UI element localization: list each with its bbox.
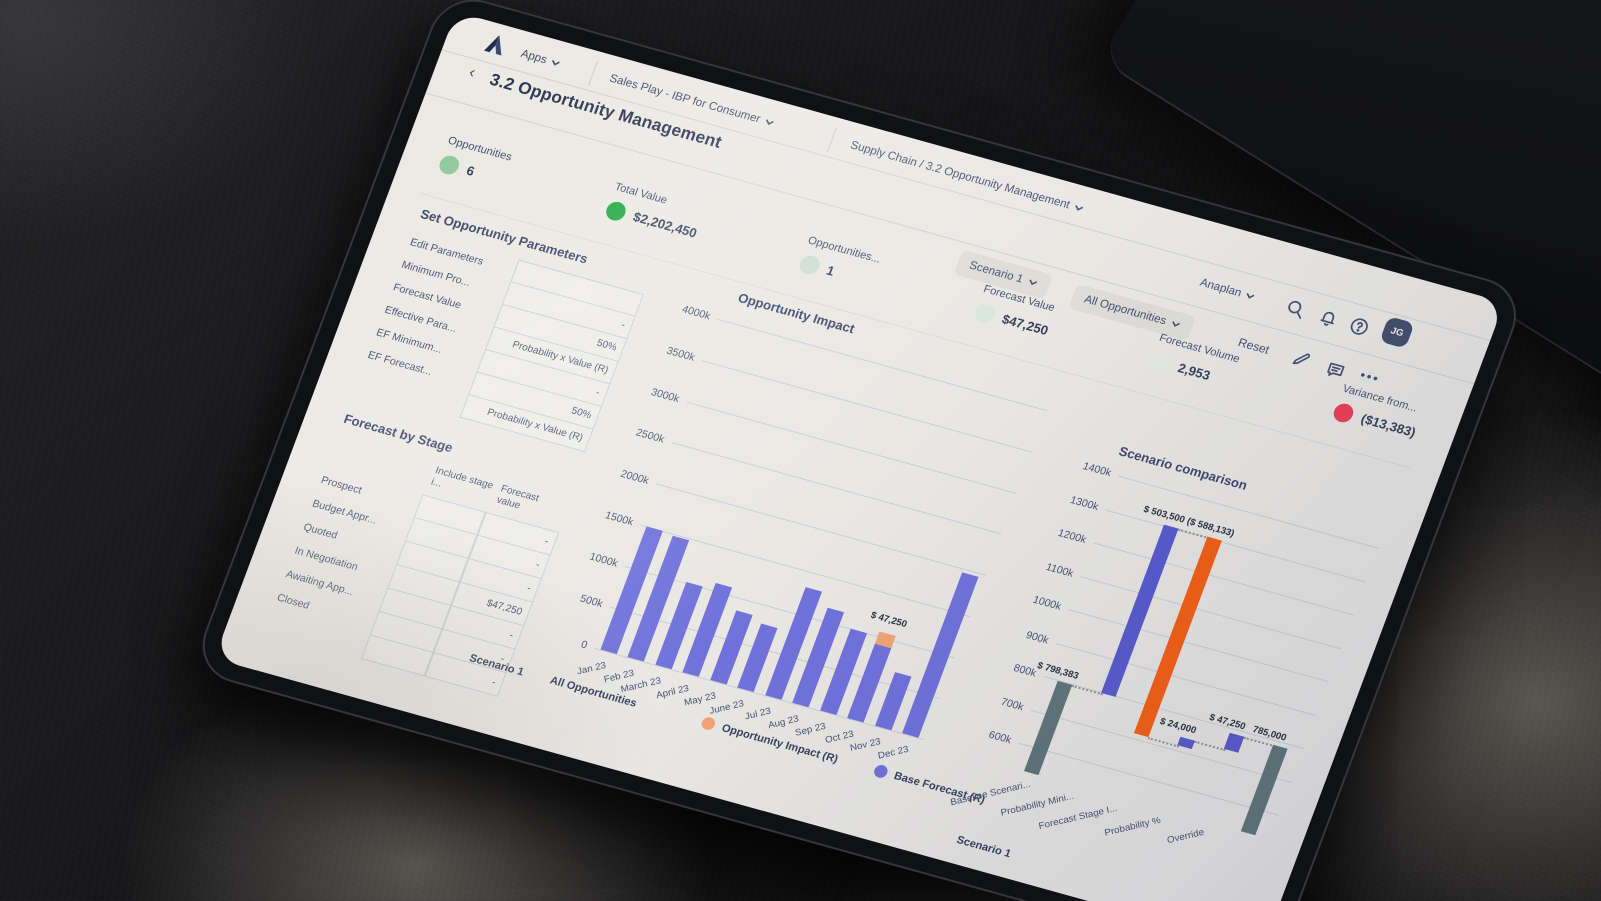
y-axis-tick: 0 xyxy=(579,638,590,652)
y-axis-tick: 1000k xyxy=(1031,593,1063,613)
ellipsis-icon[interactable]: ••• xyxy=(1358,367,1383,387)
gridline xyxy=(1055,642,1317,716)
parameters-table: Edit Parameters Minimum Pro... - Forecast V… xyxy=(356,231,648,454)
waterfall-value-label: $ 24,000 xyxy=(1158,716,1198,737)
chevron-down-icon xyxy=(765,119,774,125)
y-axis-tick: 700k xyxy=(999,695,1026,713)
kpi-value: $47,250 xyxy=(999,311,1051,339)
waterfall-connector xyxy=(1194,740,1226,752)
comment-icon[interactable] xyxy=(1323,360,1347,382)
y-axis-tick: 1400k xyxy=(1081,460,1113,480)
y-axis-tick: 800k xyxy=(1011,662,1039,680)
marker-value-label: $ 47,250 xyxy=(868,610,909,631)
waterfall-value-label: $ 503,500 xyxy=(1141,503,1187,526)
tablet: Apps Sales Play - IBP for Consumer Suppl… xyxy=(190,0,1529,901)
workspace-selector[interactable]: Anaplan xyxy=(1198,277,1256,303)
waterfall-bar[interactable] xyxy=(1223,733,1245,753)
kpi-card[interactable]: Opportunities 6 xyxy=(436,135,514,189)
y-axis-tick: 1500k xyxy=(603,509,636,529)
kpi-status-dot xyxy=(1148,350,1174,374)
gridline xyxy=(1105,509,1367,583)
gridline xyxy=(671,442,1002,535)
gridline xyxy=(1068,609,1329,683)
topbar-divider xyxy=(826,127,837,153)
chevron-down-icon xyxy=(1075,205,1084,211)
kpi-card[interactable]: Forecast Volume 2,953 xyxy=(1148,332,1241,391)
kpi-card[interactable]: Total Value $2,202,450 xyxy=(603,181,706,243)
pencil-icon[interactable] xyxy=(1290,348,1314,370)
gridline xyxy=(655,483,986,576)
workspace-label: Anaplan xyxy=(1198,276,1244,300)
kpi-status-dot xyxy=(796,253,822,277)
breadcrumb[interactable]: Supply Chain / 3.2 Opportunity Managemen… xyxy=(849,139,1085,215)
waterfall-bar[interactable] xyxy=(1240,745,1288,836)
y-axis-tick: 3500k xyxy=(664,344,697,364)
gridline xyxy=(686,401,1017,494)
y-axis-tick: 2500k xyxy=(634,426,666,446)
waterfall-value-label: ($ 588,133) xyxy=(1185,515,1236,540)
y-axis-tick: 1100k xyxy=(1044,560,1076,580)
waterfall-value-label: $ 798,383 xyxy=(1035,659,1081,682)
y-axis-tick: 1300k xyxy=(1068,493,1101,513)
chevron-down-icon xyxy=(1172,321,1181,327)
scenario-context-label: Scenario 1 xyxy=(955,834,1013,860)
anaplan-logo-icon xyxy=(484,35,502,56)
forecast-by-stage-title: Forecast by Stage xyxy=(341,411,456,456)
breadcrumb-label: Supply Chain / 3.2 Opportunity Managemen… xyxy=(848,139,1072,212)
search-icon[interactable] xyxy=(1283,297,1309,321)
gridline xyxy=(1080,575,1342,649)
waterfall-bar[interactable] xyxy=(1023,680,1073,776)
back-button[interactable]: ‹ xyxy=(466,64,478,82)
waterfall-value-label: $ 47,250 xyxy=(1207,712,1247,733)
y-axis-tick: 2000k xyxy=(618,467,651,487)
waterfall-connector xyxy=(1071,684,1104,695)
apps-label: Apps xyxy=(519,48,549,67)
kpi-value: 6 xyxy=(464,162,477,179)
topbar-divider xyxy=(587,61,599,86)
help-icon[interactable] xyxy=(1346,315,1372,339)
kpi-card[interactable]: Variance from... ($13,383) xyxy=(1331,383,1425,442)
y-axis-tick: 1000k xyxy=(588,550,620,570)
avatar[interactable]: JG xyxy=(1379,316,1415,349)
tab-sales-play[interactable]: Sales Play - IBP for Consumer xyxy=(608,73,776,130)
context-scenario-label2: Scenario 1 xyxy=(954,834,1013,861)
waterfall-bar[interactable] xyxy=(1177,736,1195,749)
chevron-down-icon xyxy=(552,60,561,66)
kpi-value: 2,953 xyxy=(1175,360,1213,383)
kpi-card[interactable]: Opportunities... 1 xyxy=(796,235,882,292)
chevron-down-icon xyxy=(1029,279,1038,286)
y-axis-tick: 900k xyxy=(1024,628,1051,647)
dashboard-screen: Apps Sales Play - IBP for Consumer Suppl… xyxy=(214,11,1505,901)
opportunities-filter[interactable]: All Opportunities xyxy=(1068,283,1197,342)
y-axis-tick: 3000k xyxy=(649,385,682,405)
kpi-status-dot xyxy=(436,153,462,177)
kpi-value: $2,202,450 xyxy=(631,209,700,241)
column-header-include: Include stage i... xyxy=(429,465,495,492)
apps-menu[interactable]: Apps xyxy=(519,48,562,70)
kpi-status-dot xyxy=(972,302,998,325)
kpi-status-dot xyxy=(603,199,629,223)
gridline xyxy=(717,318,1048,412)
kpi-status-dot xyxy=(1331,401,1357,425)
chevron-down-icon xyxy=(1246,293,1255,299)
bell-icon[interactable] xyxy=(1315,306,1341,330)
kpi-value: ($13,383) xyxy=(1358,410,1418,440)
gridline xyxy=(701,359,1032,453)
y-axis-tick: 4000k xyxy=(680,303,713,323)
gridline xyxy=(1093,542,1354,616)
page-title: 3.2 Opportunity Management xyxy=(487,69,725,152)
scenario-filter[interactable]: Scenario 1 xyxy=(953,249,1054,300)
y-axis-tick: 500k xyxy=(578,592,605,611)
y-axis-tick: 1200k xyxy=(1056,526,1088,546)
base-forecast-bar[interactable] xyxy=(902,572,979,738)
kpi-value: 1 xyxy=(824,262,837,279)
y-axis-tick: 600k xyxy=(986,728,1014,747)
column-header-forecast-value: Forecast value xyxy=(495,483,541,511)
